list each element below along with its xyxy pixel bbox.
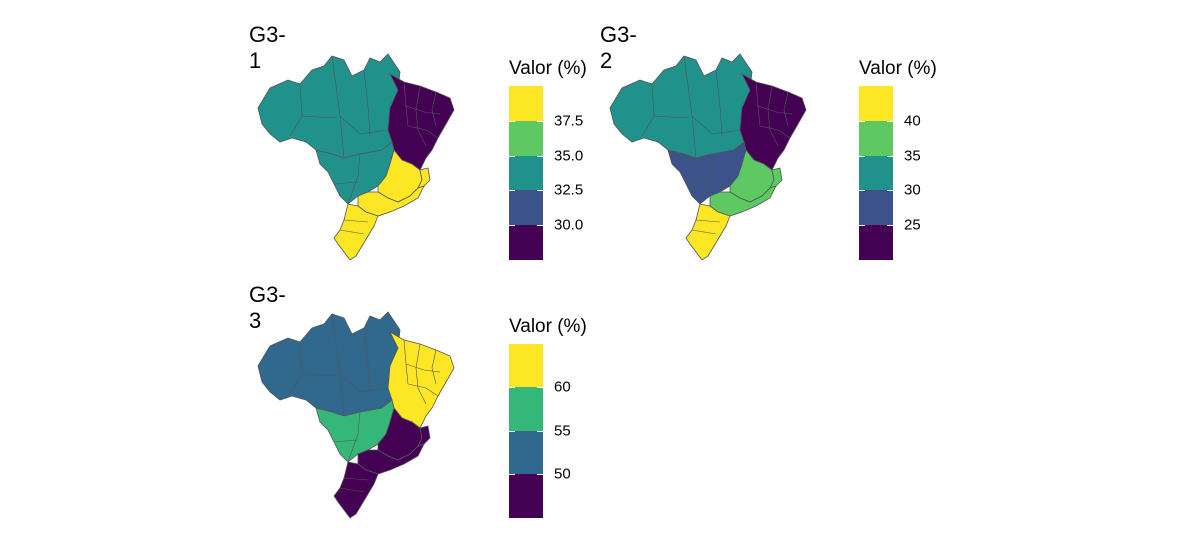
legend-tick xyxy=(509,155,515,157)
legend-tick-label: 30 xyxy=(904,181,921,199)
legend-tick-label: 60 xyxy=(554,378,571,396)
panel-title: G3-1 xyxy=(249,22,286,73)
legend-tick xyxy=(509,387,515,389)
legend-swatch xyxy=(859,120,893,157)
region-north xyxy=(257,311,401,417)
legend-tick xyxy=(859,155,865,157)
legend-tick-label: 40 xyxy=(904,112,921,130)
legend-tick xyxy=(509,430,515,432)
brazil-map xyxy=(257,311,455,519)
legend-tick xyxy=(537,387,543,389)
legend-tick-label: 37.5 xyxy=(554,112,584,130)
legend-tick xyxy=(537,430,543,432)
legend-swatch xyxy=(509,225,543,261)
legend-tick xyxy=(859,190,865,192)
panel-title: G3-2 xyxy=(600,22,637,73)
panel-title: G3-3 xyxy=(249,282,286,333)
legend-tick xyxy=(887,190,893,192)
legend-tick xyxy=(537,225,543,227)
legend-swatch xyxy=(859,86,893,122)
legend-tick xyxy=(509,190,515,192)
legend-colorbar xyxy=(859,86,893,261)
legend-tick-label: 55 xyxy=(554,422,571,439)
legend-swatch xyxy=(859,190,893,226)
brazil-map xyxy=(257,53,455,261)
legend-swatch xyxy=(509,120,543,157)
legend-swatch xyxy=(509,430,543,475)
legend-swatch xyxy=(509,190,543,226)
legend-tick xyxy=(509,120,515,122)
legend-tick-label: 32.5 xyxy=(554,181,584,199)
legend-colorbar xyxy=(509,344,543,518)
legend-tick-label: 30.0 xyxy=(554,216,584,234)
legend-swatch xyxy=(509,86,543,122)
legend-tick-label: 25 xyxy=(904,216,921,234)
legend-swatch xyxy=(859,225,893,261)
legend-tick-label: 35.0 xyxy=(554,147,584,165)
legend-tick xyxy=(537,155,543,157)
legend-tick xyxy=(509,473,515,475)
legend-tick xyxy=(509,225,515,227)
legend-tick-label: 35 xyxy=(904,147,921,165)
legend-colorbar xyxy=(509,86,543,261)
legend-swatch xyxy=(509,344,543,388)
legend-swatch xyxy=(509,473,543,518)
legend-tick xyxy=(859,225,865,227)
legend-swatch xyxy=(509,387,543,431)
legend-tick xyxy=(537,120,543,122)
legend-title: Valor (%) xyxy=(509,316,587,337)
legend-tick xyxy=(887,155,893,157)
brazil-map xyxy=(609,53,807,261)
legend-tick xyxy=(859,120,865,122)
region-north xyxy=(609,53,753,159)
region-north xyxy=(257,53,401,159)
legend-tick-label: 50 xyxy=(554,465,571,483)
legend-tick xyxy=(887,120,893,122)
legend-title: Valor (%) xyxy=(509,58,587,79)
legend-swatch xyxy=(509,155,543,191)
legend-swatch xyxy=(859,155,893,191)
legend-tick xyxy=(537,473,543,475)
legend-tick xyxy=(537,190,543,192)
legend-title: Valor (%) xyxy=(859,58,937,79)
legend-tick xyxy=(887,225,893,227)
